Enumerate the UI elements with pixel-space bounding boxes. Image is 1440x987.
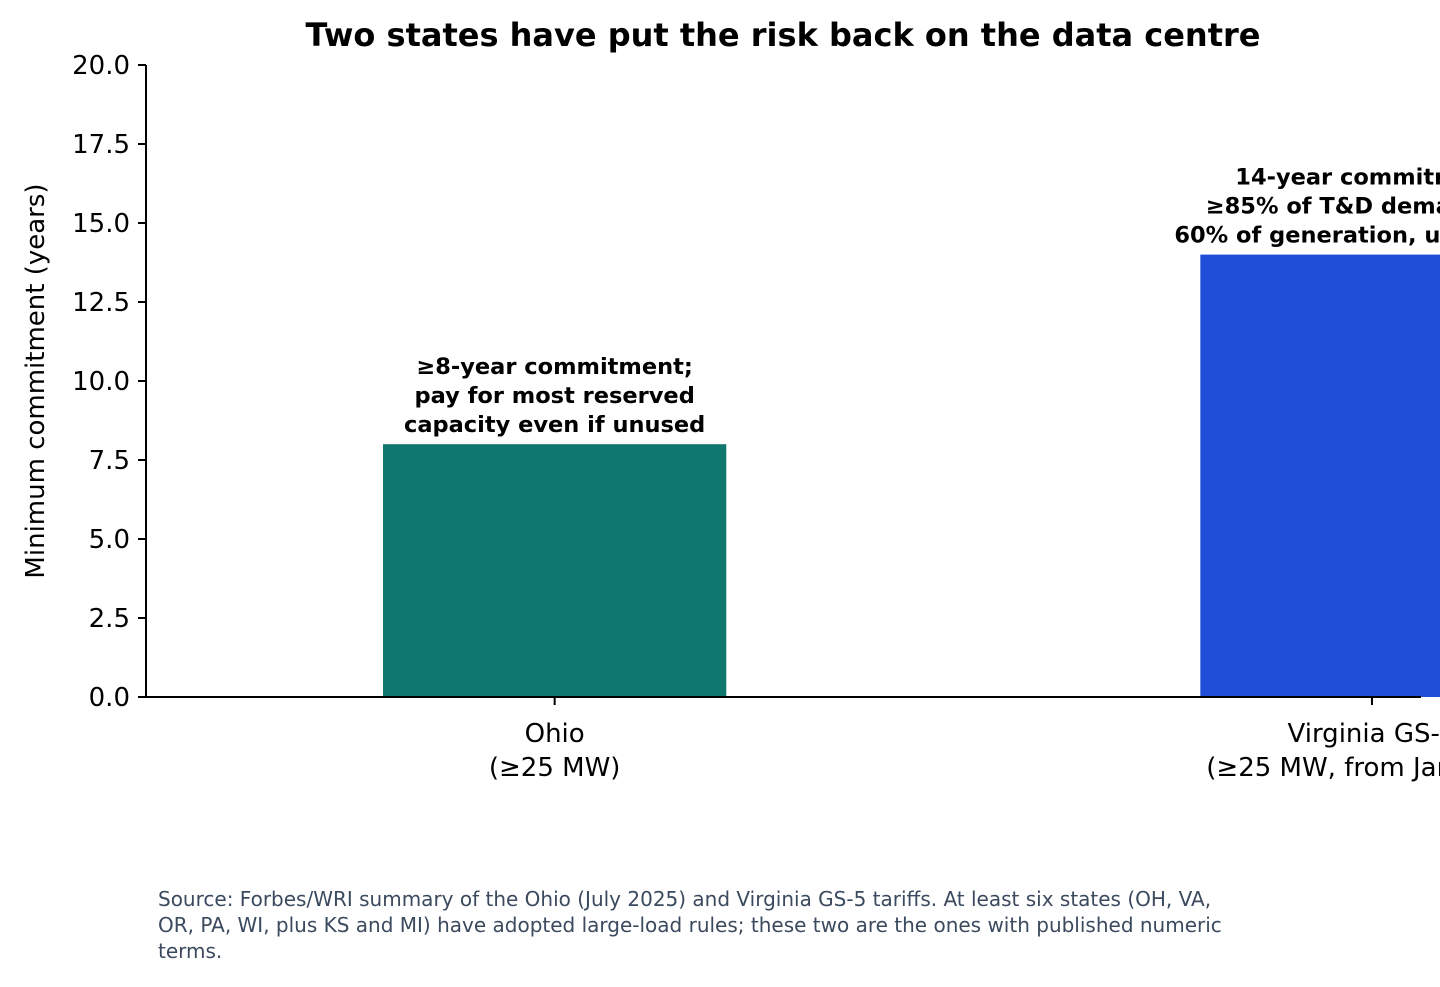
x-tick-label: Virginia GS-5 (1288, 719, 1440, 749)
y-tick-label: 15.0 (72, 209, 130, 239)
y-tick-label: 5.0 (89, 525, 130, 555)
y-tick-label: 7.5 (89, 446, 130, 476)
bar-1-annotation-line: capacity even if unused (404, 412, 705, 438)
bar-chart: Two states have put the risk back on the… (21, 16, 1440, 783)
source-note: Source: Forbes/WRI summary of the Ohio (… (158, 887, 1222, 963)
y-tick-label: 10.0 (72, 367, 130, 397)
bar-1-annotation-line: ≥8-year commitment; (416, 354, 693, 380)
bar-1-annotation-line: pay for most reserved (415, 383, 695, 409)
y-tick-label: 17.5 (72, 130, 130, 160)
plot-area: ≥8-year commitment; pay for most reserved… (72, 51, 1440, 783)
bar-2-annotation-line: ≥85% of T&D demand and (1206, 194, 1440, 220)
bar-2 (1200, 254, 1440, 697)
bar-2-annotation-line: 14-year commitment; (1235, 165, 1440, 191)
chart-title: Two states have put the risk back on the… (306, 16, 1261, 54)
x-tick-label: (≥25 MW) (489, 753, 621, 783)
y-axis-label: Minimum commitment (years) (21, 183, 51, 578)
y-tick-label: 12.5 (72, 288, 130, 318)
x-tick-label: (≥25 MW, from Jan 2027) (1206, 753, 1440, 783)
bar-1 (383, 444, 727, 697)
x-tick-label: Ohio (525, 719, 585, 749)
y-tick-label: 20.0 (72, 51, 130, 81)
bar-2-annotation-line: 60% of generation, used or not (1174, 223, 1440, 249)
y-tick-label: 0.0 (89, 683, 130, 713)
y-tick-label: 2.5 (89, 604, 130, 634)
